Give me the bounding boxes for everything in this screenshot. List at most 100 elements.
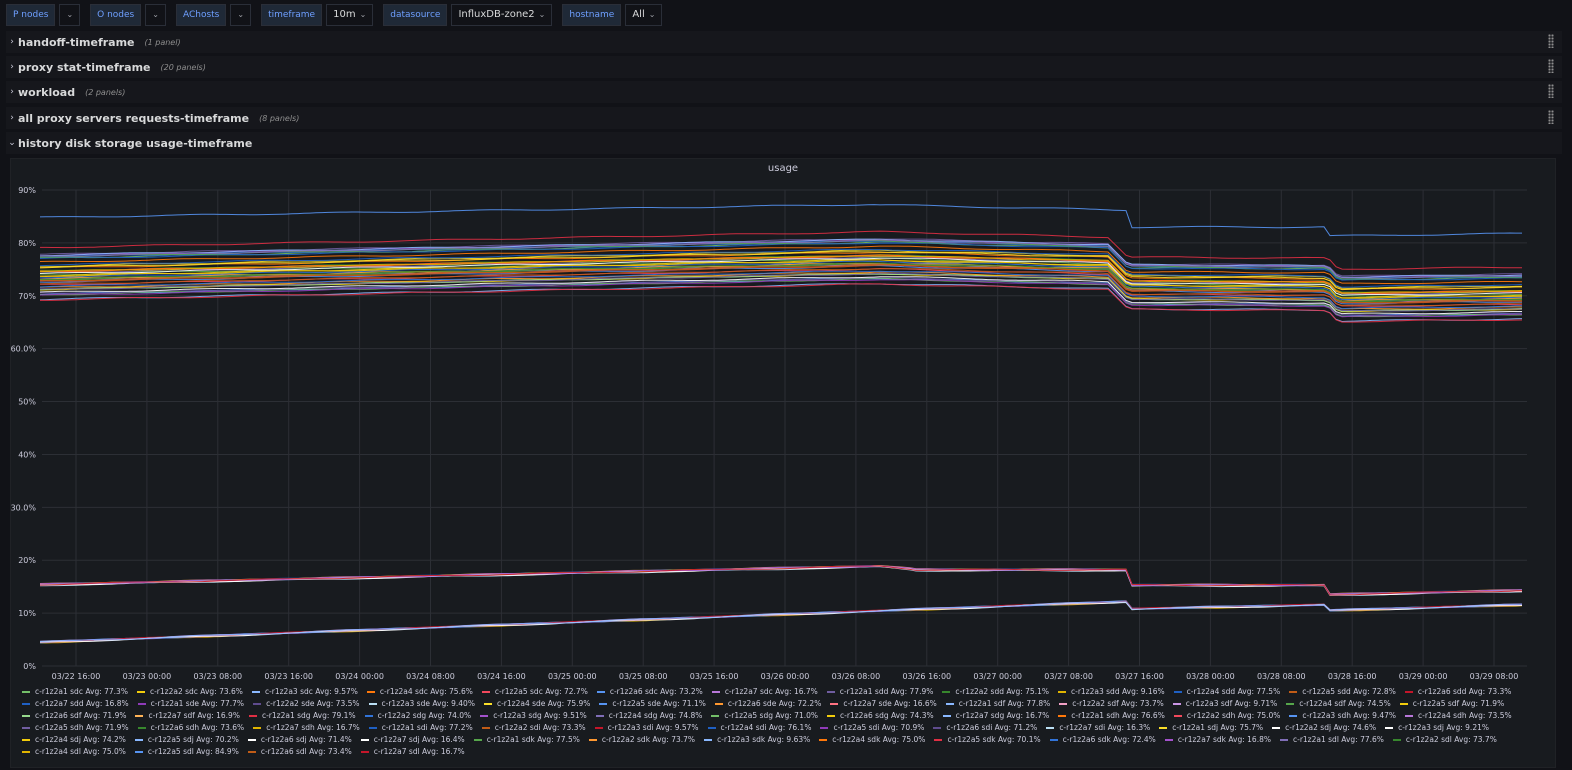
variable-select-5[interactable]: All ⌄ bbox=[625, 4, 663, 26]
dashboard-row[interactable]: › all proxy servers requests-timeframe (8 … bbox=[6, 107, 1562, 129]
legend-item[interactable]: c-r1z2a4 sdh Avg: 73.5% bbox=[1405, 710, 1512, 722]
variable-value: All bbox=[632, 9, 645, 20]
legend-item[interactable]: c-r1z2a4 sdj Avg: 74.2% bbox=[22, 734, 126, 746]
dashboard-row[interactable]: ⌄ history disk storage usage-timeframe bbox=[6, 132, 1562, 154]
legend-item[interactable]: c-r1z2a3 sdj Avg: 9.21% bbox=[1385, 722, 1489, 734]
legend-item[interactable]: c-r1z2a2 sdl Avg: 73.7% bbox=[1392, 734, 1497, 746]
legend-item[interactable]: c-r1z2a6 sdh Avg: 73.6% bbox=[137, 722, 244, 734]
legend-item[interactable]: c-r1z2a7 sdi Avg: 16.3% bbox=[1046, 722, 1150, 734]
legend-item[interactable]: c-r1z2a7 sde Avg: 16.6% bbox=[830, 698, 937, 710]
drag-handle-icon[interactable] bbox=[1548, 34, 1554, 48]
legend-swatch bbox=[22, 727, 30, 729]
series-line bbox=[39, 242, 1523, 281]
variable-select-4[interactable]: InfluxDB-zone2 ⌄ bbox=[451, 4, 553, 26]
legend-swatch bbox=[595, 715, 604, 717]
legend-item[interactable]: c-r1z2a7 sdf Avg: 16.9% bbox=[135, 710, 240, 722]
panel-title[interactable]: usage bbox=[767, 163, 799, 174]
legend-item[interactable]: c-r1z2a3 sdc Avg: 9.57% bbox=[251, 686, 358, 698]
legend-item[interactable]: c-r1z2a5 sdg Avg: 71.0% bbox=[711, 710, 818, 722]
legend-item[interactable]: c-r1z2a2 sdk Avg: 73.7% bbox=[588, 734, 695, 746]
legend-item[interactable]: c-r1z2a6 sdj Avg: 71.4% bbox=[247, 734, 352, 746]
legend-item[interactable]: c-r1z2a7 sdc Avg: 16.7% bbox=[711, 686, 818, 698]
legend-item[interactable]: c-r1z2a7 sdk Avg: 16.8% bbox=[1164, 734, 1271, 746]
dashboard-row[interactable]: › workload (2 panels) bbox=[6, 81, 1562, 103]
legend-item[interactable]: c-r1z2a2 sdh Avg: 75.0% bbox=[1173, 710, 1280, 722]
legend-item[interactable]: c-r1z2a7 sdd Avg: 16.8% bbox=[22, 698, 129, 710]
legend-item[interactable]: c-r1z2a5 sdd Avg: 72.8% bbox=[1289, 686, 1396, 698]
legend-item[interactable]: c-r1z2a1 sdi Avg: 77.2% bbox=[368, 722, 473, 734]
legend-item[interactable]: c-r1z2a5 sde Avg: 71.1% bbox=[599, 698, 706, 710]
legend-item[interactable]: c-r1z2a3 sdf Avg: 9.71% bbox=[1172, 698, 1277, 710]
legend-swatch bbox=[594, 727, 603, 729]
legend-item[interactable]: c-r1z2a2 sdj Avg: 74.6% bbox=[1272, 722, 1376, 734]
legend-item[interactable]: c-r1z2a7 sdh Avg: 16.7% bbox=[253, 722, 360, 734]
legend-item[interactable]: c-r1z2a7 sdl Avg: 16.7% bbox=[360, 746, 465, 758]
legend-name: c-r1z2a5 sdd bbox=[1302, 687, 1354, 696]
legend-item[interactable]: c-r1z2a6 sdl Avg: 73.4% bbox=[247, 746, 352, 758]
variable-label-4: datasource bbox=[383, 4, 448, 26]
legend-item[interactable]: c-r1z2a4 sdc Avg: 75.6% bbox=[366, 686, 473, 698]
legend-item[interactable]: c-r1z2a4 sde Avg: 75.9% bbox=[483, 698, 590, 710]
legend-avg: Avg: 16.3% bbox=[1107, 723, 1151, 732]
legend-item[interactable]: c-r1z2a2 sdc Avg: 73.6% bbox=[136, 686, 243, 698]
drag-handle-icon[interactable] bbox=[1548, 110, 1554, 124]
legend-avg: Avg: 77.9% bbox=[890, 687, 934, 696]
legend-item[interactable]: c-r1z2a7 sdj Avg: 16.4% bbox=[360, 734, 465, 746]
x-tick-label: 03/27 00:00 bbox=[973, 672, 1022, 681]
legend-item[interactable]: c-r1z2a1 sdj Avg: 75.7% bbox=[1159, 722, 1263, 734]
legend-item[interactable]: c-r1z2a3 sde Avg: 9.40% bbox=[368, 698, 475, 710]
legend-item[interactable]: c-r1z2a6 sde Avg: 72.2% bbox=[714, 698, 821, 710]
legend-item[interactable]: c-r1z2a5 sdf Avg: 71.9% bbox=[1399, 698, 1504, 710]
legend-item[interactable]: c-r1z2a2 sde Avg: 73.5% bbox=[253, 698, 360, 710]
legend-item[interactable]: c-r1z2a4 sdl Avg: 75.0% bbox=[22, 746, 126, 758]
legend-item[interactable]: c-r1z2a4 sdd Avg: 77.5% bbox=[1173, 686, 1280, 698]
y-tick-label: 50% bbox=[18, 398, 36, 407]
legend-item[interactable]: c-r1z2a1 sdc Avg: 77.3% bbox=[22, 686, 128, 698]
legend-item[interactable]: c-r1z2a5 sdl Avg: 84.9% bbox=[134, 746, 239, 758]
legend-item[interactable]: c-r1z2a3 sdi Avg: 9.57% bbox=[594, 722, 699, 734]
legend-item[interactable]: c-r1z2a6 sdk Avg: 72.4% bbox=[1049, 734, 1156, 746]
legend-item[interactable]: c-r1z2a4 sdi Avg: 76.1% bbox=[707, 722, 811, 734]
legend-avg: Avg: 72.4% bbox=[1113, 735, 1156, 744]
legend-item[interactable]: c-r1z2a5 sdi Avg: 70.9% bbox=[820, 722, 924, 734]
legend-item[interactable]: c-r1z2a6 sdg Avg: 74.3% bbox=[827, 710, 934, 722]
legend-item[interactable]: c-r1z2a1 sde Avg: 77.7% bbox=[137, 698, 244, 710]
variable-select-3[interactable]: 10m ⌄ bbox=[326, 4, 374, 26]
legend-item[interactable]: c-r1z2a5 sdk Avg: 70.1% bbox=[934, 734, 1041, 746]
legend-item[interactable]: c-r1z2a7 sdg Avg: 16.7% bbox=[942, 710, 1049, 722]
legend-item[interactable]: c-r1z2a6 sdc Avg: 73.2% bbox=[596, 686, 703, 698]
legend-item[interactable]: c-r1z2a5 sdj Avg: 70.2% bbox=[134, 734, 239, 746]
drag-handle-icon[interactable] bbox=[1548, 84, 1554, 98]
legend-item[interactable]: c-r1z2a2 sdd Avg: 75.1% bbox=[942, 686, 1049, 698]
legend-item[interactable]: c-r1z2a5 sdh Avg: 71.9% bbox=[22, 722, 129, 734]
variable-select-2[interactable]: ⌄ bbox=[230, 4, 252, 26]
dashboard-row[interactable]: › handoff-timeframe (1 panel) bbox=[6, 31, 1562, 53]
legend-item[interactable]: c-r1z2a6 sdf Avg: 71.9% bbox=[22, 710, 126, 722]
legend-avg: Avg: 70.9% bbox=[881, 723, 925, 732]
legend-item[interactable]: c-r1z2a6 sdd Avg: 73.3% bbox=[1404, 686, 1511, 698]
legend-item[interactable]: c-r1z2a4 sdf Avg: 74.5% bbox=[1286, 698, 1391, 710]
legend-item[interactable]: c-r1z2a3 sdh Avg: 9.47% bbox=[1289, 710, 1396, 722]
legend-item[interactable]: c-r1z2a3 sdd Avg: 9.16% bbox=[1058, 686, 1165, 698]
legend-item[interactable]: c-r1z2a4 sdg Avg: 74.8% bbox=[595, 710, 702, 722]
legend-item[interactable]: c-r1z2a3 sdg Avg: 9.51% bbox=[480, 710, 587, 722]
variable-select-1[interactable]: ⌄ bbox=[145, 4, 166, 26]
legend-item[interactable]: c-r1z2a6 sdi Avg: 71.2% bbox=[933, 722, 1037, 734]
legend-item[interactable]: c-r1z2a1 sdf Avg: 77.8% bbox=[945, 698, 1050, 710]
legend-item[interactable]: c-r1z2a3 sdk Avg: 9.63% bbox=[704, 734, 810, 746]
legend-item[interactable]: c-r1z2a5 sdc Avg: 72.7% bbox=[481, 686, 588, 698]
drag-handle-icon[interactable] bbox=[1548, 59, 1554, 73]
legend-item[interactable]: c-r1z2a1 sdl Avg: 77.6% bbox=[1280, 734, 1384, 746]
legend-item[interactable]: c-r1z2a1 sdd Avg: 77.9% bbox=[826, 686, 934, 698]
row-title: workload bbox=[18, 85, 76, 99]
variable-select-0[interactable]: ⌄ bbox=[59, 4, 81, 26]
legend-item[interactable]: c-r1z2a2 sdi Avg: 73.3% bbox=[481, 722, 586, 734]
legend-item[interactable]: c-r1z2a1 sdk Avg: 77.5% bbox=[473, 734, 580, 746]
legend-item[interactable]: c-r1z2a2 sdg Avg: 74.0% bbox=[364, 710, 471, 722]
dashboard-row[interactable]: › proxy stat-timeframe (20 panels) bbox=[6, 56, 1562, 78]
legend-item[interactable]: c-r1z2a1 sdh Avg: 76.6% bbox=[1058, 710, 1165, 722]
legend-item[interactable]: c-r1z2a2 sdf Avg: 73.7% bbox=[1059, 698, 1164, 710]
legend-item[interactable]: c-r1z2a4 sdk Avg: 75.0% bbox=[819, 734, 925, 746]
legend-item[interactable]: c-r1z2a1 sdg Avg: 79.1% bbox=[248, 710, 356, 722]
